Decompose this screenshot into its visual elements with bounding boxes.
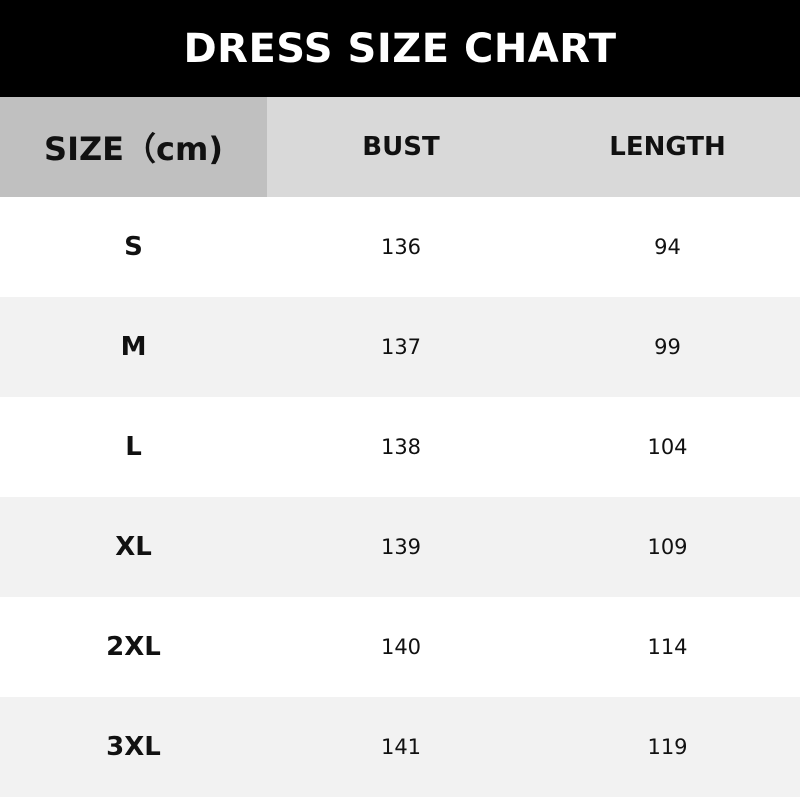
- cell-bust: 139: [380, 535, 422, 559]
- cell-length: 119: [647, 735, 688, 759]
- cell-bust: 140: [380, 635, 422, 659]
- cell-length: 104: [647, 435, 688, 459]
- cell-length: 109: [647, 535, 688, 559]
- table-row: L 138 104: [0, 397, 800, 497]
- cell-bust: 141: [380, 735, 422, 759]
- cell-size: XL: [115, 532, 152, 562]
- cell-size: M: [120, 332, 147, 362]
- header-bust: BUST: [362, 132, 440, 162]
- cell-length: 99: [654, 335, 681, 359]
- table-row: M 137 99: [0, 297, 800, 397]
- cell-bust: 138: [380, 435, 422, 459]
- cell-size: S: [124, 232, 143, 262]
- table-row: 3XL 141 119: [0, 697, 800, 797]
- cell-length: 94: [654, 235, 681, 259]
- header-size: SIZE（cm): [0, 97, 267, 197]
- cell-bust: 136: [380, 235, 422, 259]
- cell-size: 2XL: [106, 632, 161, 662]
- table-row: S 136 94: [0, 197, 800, 297]
- chart-title: DRESS SIZE CHART: [0, 0, 800, 97]
- cell-length: 114: [647, 635, 688, 659]
- table-row: 2XL 140 114: [0, 597, 800, 697]
- header-row: SIZE（cm) BUST LENGTH: [0, 97, 800, 197]
- table-row: XL 139 109: [0, 497, 800, 597]
- header-length: LENGTH: [609, 132, 726, 162]
- cell-size: 3XL: [106, 732, 161, 762]
- cell-bust: 137: [380, 335, 422, 359]
- cell-size: L: [125, 432, 142, 462]
